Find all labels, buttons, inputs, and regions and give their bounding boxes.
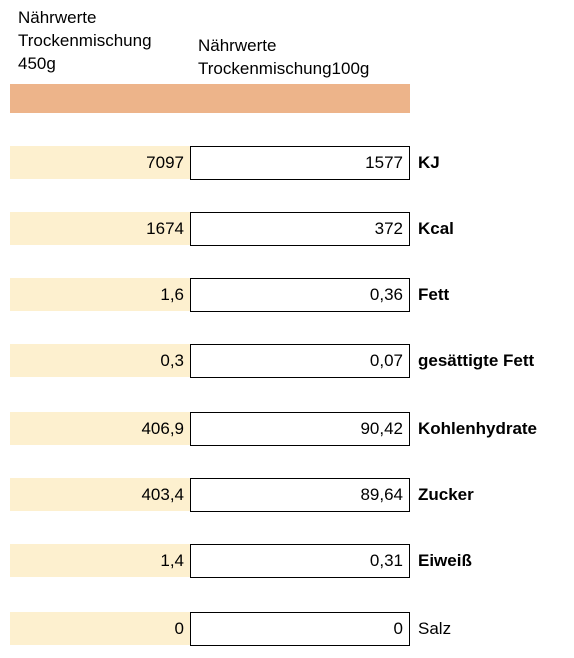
header-total-mix: Nährwerte Trockenmischung 450g (18, 8, 152, 73)
value-450g-cell[interactable]: 406,9 (10, 412, 190, 445)
value-450g-cell[interactable]: 1,6 (10, 278, 190, 311)
value-450g-cell[interactable]: 0,3 (10, 344, 190, 377)
nutrient-label: Salz (418, 619, 452, 638)
nutrient-label: KJ (418, 153, 440, 172)
value-100g-cell[interactable]: 372 (190, 212, 410, 246)
nutrient-row-salz: 0 0 Salz (0, 612, 574, 646)
header-band (10, 84, 410, 113)
value-450g-cell[interactable]: 1674 (10, 212, 190, 245)
nutrient-row-kj: 7097 1577 KJ (0, 146, 574, 180)
nutrient-row-fett: 1,6 0,36 Fett (0, 278, 574, 312)
nutrient-row-gesaettigte-fett: 0,3 0,07 gesättigte Fett (0, 344, 574, 378)
value-450g-cell[interactable]: 0 (10, 612, 190, 645)
nutrient-label: Zucker (418, 485, 474, 504)
nutrient-label: Kohlenhydrate (418, 419, 538, 438)
value-100g-cell[interactable]: 0,31 (190, 544, 410, 578)
value-450g-cell[interactable]: 7097 (10, 146, 190, 179)
value-450g-cell[interactable]: 403,4 (10, 478, 190, 511)
nutrient-row-kcal: 1674 372 Kcal (0, 212, 574, 246)
value-100g-cell[interactable]: 90,42 (190, 412, 410, 446)
nutrient-label: Fett (418, 285, 450, 304)
nutrient-row-zucker: 403,4 89,64 Zucker (0, 478, 574, 512)
value-100g-cell[interactable]: 89,64 (190, 478, 410, 512)
value-100g-cell[interactable]: 0,36 (190, 278, 410, 312)
nutrient-label: gesättigte Fett (418, 351, 535, 370)
nutrient-row-eiweiss: 1,4 0,31 Eiweiß (0, 544, 574, 578)
nutrient-row-kohlenhydrate: 406,9 90,42 Kohlenhydrate (0, 412, 574, 446)
value-100g-cell[interactable]: 0 (190, 612, 410, 646)
value-100g-cell[interactable]: 1577 (190, 146, 410, 180)
nutrient-label: Eiweiß (418, 551, 472, 570)
value-100g-cell[interactable]: 0,07 (190, 344, 410, 378)
header-per-100g: Nährwerte Trockenmischung100g (198, 36, 370, 78)
value-450g-cell[interactable]: 1,4 (10, 544, 190, 577)
nutrient-label: Kcal (418, 219, 454, 238)
